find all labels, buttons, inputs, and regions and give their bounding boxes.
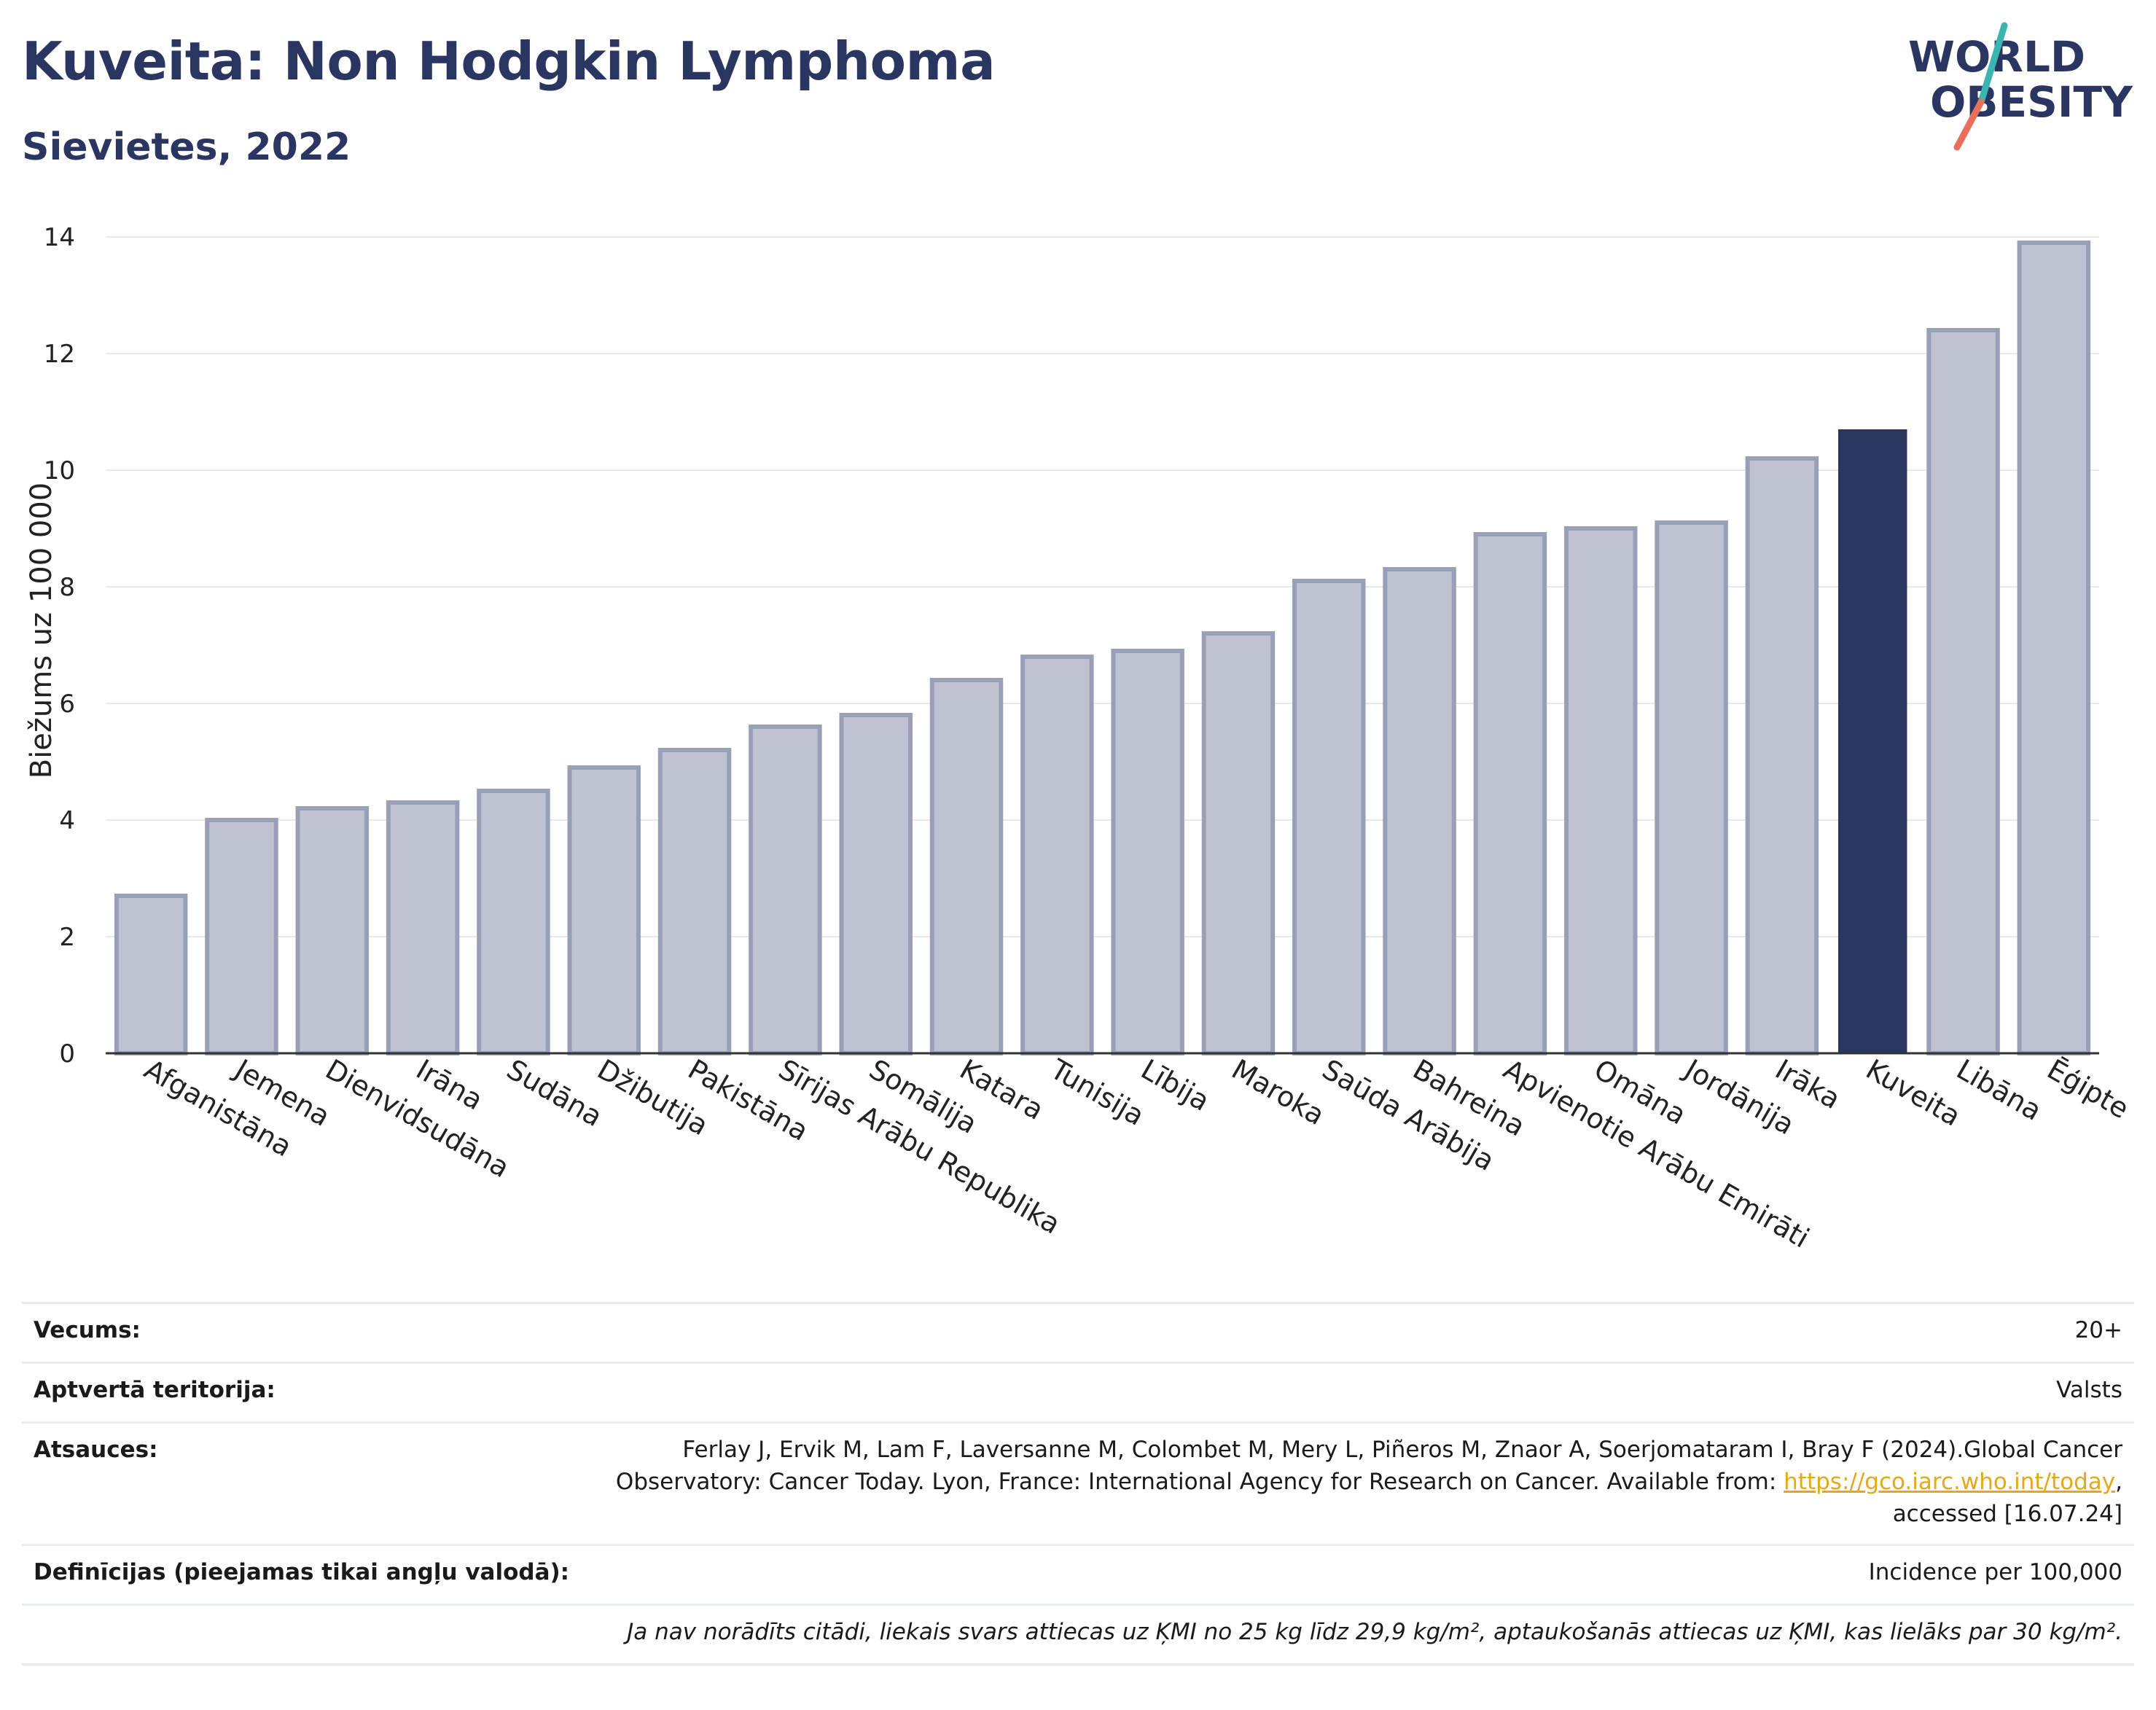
bar — [657, 748, 732, 1055]
page-subtitle: Sievietes, 2022 — [22, 125, 351, 169]
metadata-row: Atsauces: Ferlay J, Ervik M, Lam F, Laver… — [22, 1421, 2134, 1546]
y-tick-label: 2 — [59, 923, 75, 952]
metadata-label: Definīcijas (pieejamas tikai angļu valod… — [34, 1559, 570, 1585]
bar — [1926, 328, 2000, 1055]
bar — [1564, 526, 1638, 1055]
metadata-value: Ferlay J, Ervik M, Lam F, Laversanne M, … — [615, 1437, 2122, 1527]
y-tick-label: 4 — [59, 806, 75, 835]
bar — [1383, 567, 1456, 1055]
reference-link[interactable]: https://gco.iarc.who.int/today — [1784, 1469, 2116, 1495]
y-tick-label: 12 — [44, 340, 75, 369]
metadata-row: Definīcijas (pieejamas tikai angļu valod… — [22, 1544, 2134, 1606]
bar — [1020, 655, 1094, 1055]
metadata-table: Vecums: 20+ Aptvertā teritorija: Valsts Atsa… — [22, 1302, 2134, 1710]
logo-line2: OBESITY — [1930, 77, 2133, 127]
bar — [114, 894, 188, 1055]
page-title: Kuveita: Non Hodgkin Lymphoma — [22, 31, 996, 92]
y-axis-label: Biežums uz 100 000 — [25, 483, 58, 779]
bar — [205, 818, 278, 1055]
x-tick-label: Ēģipte — [2042, 1053, 2134, 1125]
bar — [1473, 532, 1547, 1055]
bar — [477, 789, 550, 1055]
logo-slash-coral — [1953, 98, 1985, 151]
metadata-label: Aptvertā teritorija: — [34, 1377, 276, 1403]
metadata-row: Aptvertā teritorija: Valsts — [22, 1362, 2134, 1424]
bar — [2017, 241, 2091, 1055]
bar — [1837, 429, 1907, 1053]
y-tick-label: 10 — [44, 456, 75, 485]
bar — [386, 800, 460, 1055]
metadata-label: Atsauces: — [34, 1437, 158, 1463]
bar — [929, 678, 1004, 1055]
y-tick-label: 6 — [59, 690, 75, 719]
x-tick-label: Tunisija — [1044, 1053, 1149, 1132]
metadata-bottom-border — [22, 1663, 2134, 1666]
bar — [567, 765, 641, 1055]
bar — [1655, 520, 1728, 1055]
world-obesity-logo: WORLD OBESITY — [1908, 22, 2133, 151]
bar — [1745, 456, 1819, 1055]
metadata-label: Vecums: — [34, 1317, 141, 1343]
metadata-row: Ja nav norādīts citādi, liekais svars at… — [22, 1604, 2134, 1666]
bar — [749, 725, 822, 1055]
bar — [839, 713, 913, 1055]
bar — [1111, 649, 1184, 1055]
metadata-value: Valsts — [2056, 1377, 2122, 1403]
metadata-row: Vecums: 20+ — [22, 1302, 2134, 1364]
metadata-value: 20+ — [2074, 1317, 2122, 1343]
x-tick-label: Kuveita — [1861, 1053, 1966, 1133]
bar — [1201, 631, 1276, 1055]
metadata-value: Incidence per 100,000 — [1868, 1559, 2122, 1585]
y-tick-label: 0 — [59, 1039, 75, 1069]
x-tick-label: Sudāna — [501, 1053, 608, 1133]
metadata-value: Ja nav norādīts citādi, liekais svars at… — [627, 1619, 2122, 1645]
bar — [1292, 579, 1366, 1055]
y-tick-label: 8 — [59, 573, 75, 602]
x-tick-label: Maroka — [1226, 1053, 1329, 1131]
logo-slash-teal — [1977, 22, 2008, 106]
bar — [295, 806, 370, 1055]
y-tick-label: 14 — [44, 223, 75, 252]
x-tick-label: Libāna — [1951, 1053, 2047, 1127]
